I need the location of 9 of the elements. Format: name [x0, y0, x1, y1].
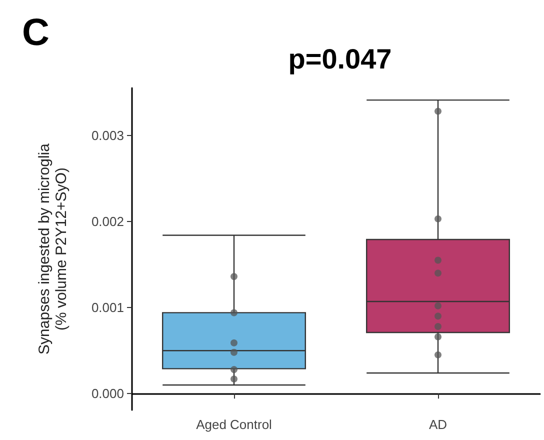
chart-title: p=0.047 — [288, 44, 392, 74]
x-tick-label: Aged Control — [196, 417, 272, 432]
y-tick-label: 0.001 — [91, 300, 124, 316]
y-tick-label: 0.002 — [91, 214, 124, 229]
text: C — [22, 12, 50, 54]
y-axis-title: Synapses ingested by microglia (% volume P2Y12+SyO) — [36, 142, 70, 354]
y-tick-label: 0.000 — [91, 386, 124, 402]
y-tick-label: 0.003 — [91, 128, 124, 143]
x-tick-label: AD — [428, 417, 448, 432]
